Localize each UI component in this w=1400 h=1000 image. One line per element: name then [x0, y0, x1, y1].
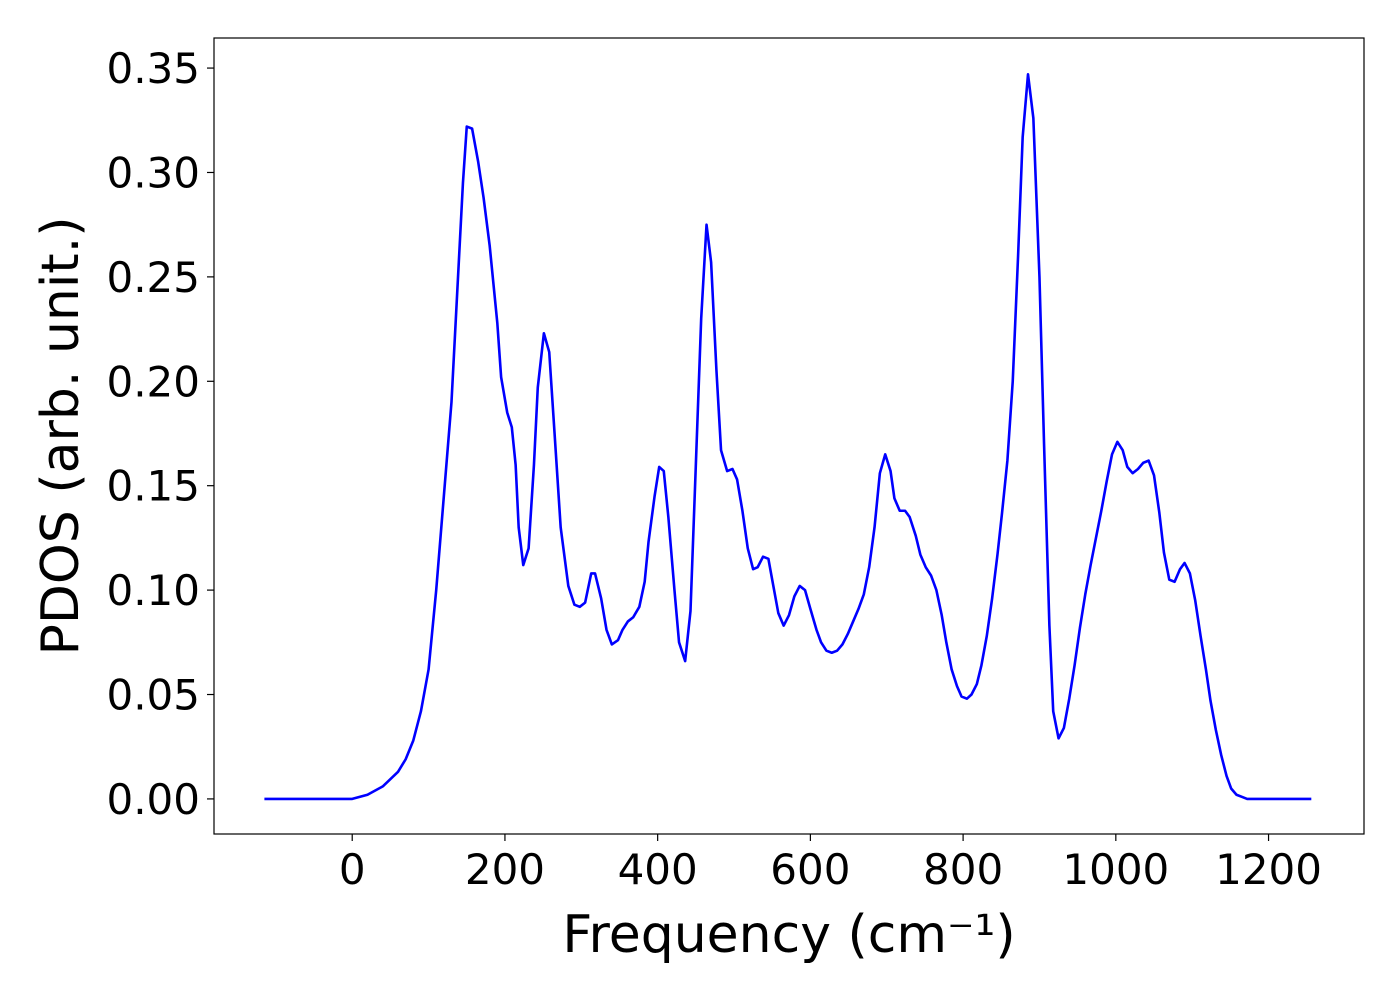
x-axis-label: Frequency (cm⁻¹) [562, 905, 1015, 965]
x-tick-label: 1200 [1215, 845, 1322, 894]
x-tick-label: 200 [465, 845, 545, 894]
x-tick-label: 400 [618, 845, 698, 894]
y-tick-label: 0.10 [106, 566, 200, 615]
x-tick-label: 0 [339, 845, 366, 894]
pdos-line [264, 73, 1312, 801]
y-tick-label: 0.15 [106, 462, 200, 511]
y-tick-label: 0.20 [106, 357, 200, 406]
y-tick-label: 0.05 [106, 671, 200, 720]
y-tick-label: 0.35 [106, 44, 200, 93]
axes-frame [213, 37, 1365, 835]
x-tick-label: 600 [770, 845, 850, 894]
x-tick-label: 800 [923, 845, 1003, 894]
y-axis-label: PDOS (arb. unit.) [31, 216, 91, 655]
y-tick-label: 0.30 [106, 148, 200, 197]
y-tick-label: 0.25 [106, 253, 200, 302]
x-tick-label: 1000 [1062, 845, 1169, 894]
y-tick-label: 0.00 [106, 775, 200, 824]
